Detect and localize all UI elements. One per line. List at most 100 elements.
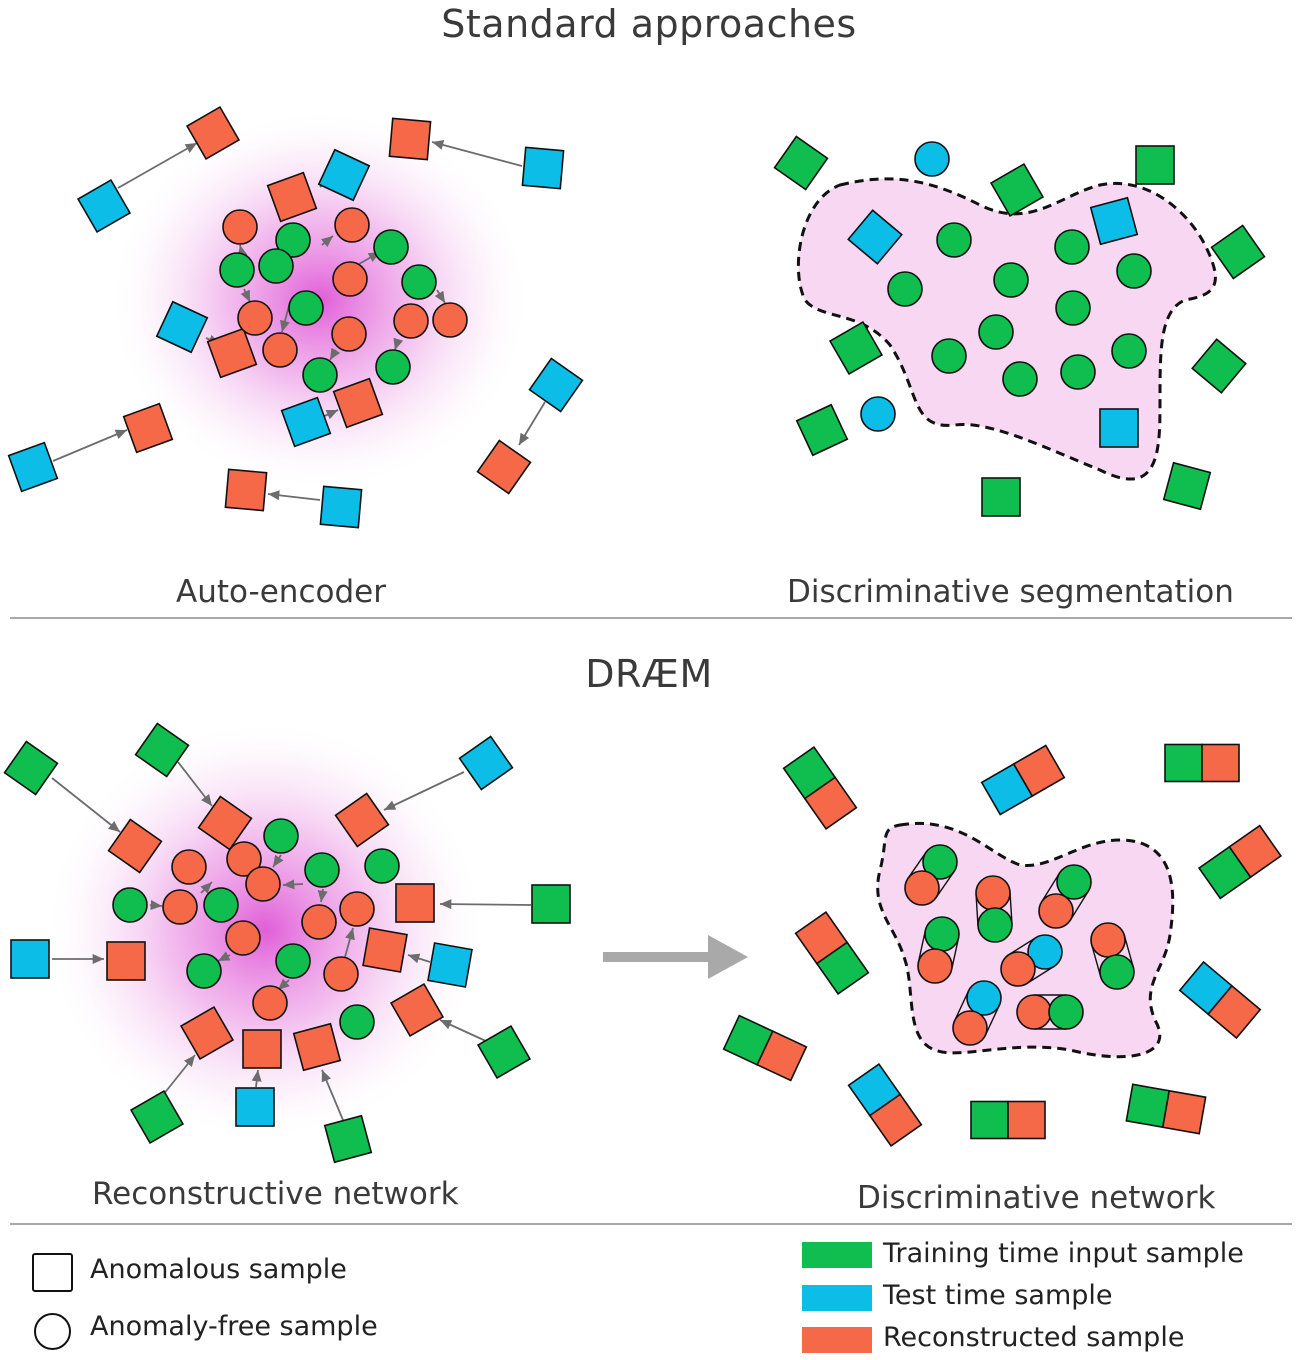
- legend-anomalous-label: Anomalous sample: [90, 1254, 347, 1285]
- training-circle: [1002, 361, 1038, 397]
- pair-link: [1090, 944, 1102, 977]
- reconstructed-circle: [1016, 994, 1052, 1030]
- pair-link: [917, 930, 927, 963]
- training-circle: [1056, 864, 1092, 900]
- training-circle: [1055, 290, 1091, 326]
- test-circle: [860, 396, 896, 432]
- training-circle: [936, 222, 972, 258]
- reconstructive-network-label: Reconstructive network: [92, 1176, 459, 1212]
- reconstructed-square: [106, 941, 146, 981]
- reconstructed-half: [803, 776, 858, 831]
- reconstructed-circle: [331, 316, 367, 352]
- training-circle: [263, 818, 299, 854]
- section-divider-top: [10, 617, 1292, 619]
- legend-square-icon: [32, 1253, 73, 1292]
- training-circle: [288, 290, 324, 326]
- training-square: [795, 403, 849, 457]
- mapping-arrow: [344, 927, 355, 958]
- reconstructive-latent-glow: [45, 720, 485, 1140]
- mapping-arrow: [282, 879, 304, 890]
- mapping-arrow: [407, 953, 431, 964]
- mapping-arrow: [321, 235, 334, 248]
- mapping-arrow: [177, 761, 213, 807]
- sample-shapes: [3, 105, 1283, 1164]
- reconstructed-circle: [252, 985, 288, 1021]
- legend-reconstructed-swatch: [802, 1327, 872, 1353]
- training-half: [1164, 743, 1203, 783]
- reconstructed-circle: [245, 866, 281, 902]
- training-circle: [1060, 354, 1096, 390]
- training-circle: [186, 953, 222, 989]
- sample-pair-training: [1197, 824, 1283, 900]
- test-square: [76, 178, 132, 234]
- test-square: [7, 441, 59, 493]
- reconstructed-square: [292, 1022, 342, 1072]
- mapping-arrow: [383, 771, 465, 811]
- training-circle: [931, 338, 967, 374]
- training-circle: [373, 229, 409, 265]
- mapping-arrow: [217, 951, 231, 962]
- draem-title: DRÆM: [585, 652, 713, 696]
- sample-pair-test: [1178, 960, 1262, 1040]
- reconstructed-circle: [975, 875, 1011, 911]
- sample-pair-test: [847, 1062, 923, 1148]
- pair-link: [975, 894, 979, 927]
- mapping-arrow: [200, 881, 213, 894]
- sample-pair-reconstructed: [794, 910, 870, 996]
- reconstructed-half: [1012, 744, 1066, 798]
- legend-training-label: Training time input sample: [883, 1238, 1244, 1269]
- reconstructed-square: [107, 818, 163, 874]
- reconstructed-circle: [237, 300, 273, 336]
- test-square: [235, 1087, 275, 1127]
- training-circle: [258, 248, 294, 284]
- training-circle: [1048, 994, 1084, 1030]
- reconstructed-half: [1228, 824, 1283, 879]
- legend-training-swatch: [802, 1242, 872, 1268]
- reconstructed-square: [197, 795, 253, 851]
- training-circle: [275, 943, 311, 979]
- sample-pair-training: [722, 1014, 808, 1082]
- mapping-arrow: [317, 888, 328, 903]
- training-circle: [993, 262, 1029, 298]
- training-square: [1135, 145, 1175, 185]
- reconstructed-square: [179, 1005, 235, 1061]
- legend-test-label: Test time sample: [883, 1280, 1113, 1311]
- training-square: [129, 1089, 185, 1145]
- reconstructed-half: [868, 1093, 923, 1148]
- test-square: [155, 300, 209, 354]
- mapping-arrow: [267, 490, 321, 501]
- training-half: [970, 1100, 1009, 1140]
- test-square: [10, 939, 50, 979]
- mapping-arrow: [272, 854, 284, 868]
- training-square: [981, 477, 1021, 517]
- training-circle: [922, 844, 958, 880]
- reconstructed-circle: [332, 261, 368, 297]
- section-divider-bottom: [10, 1223, 1292, 1225]
- reconstructed-circle: [1090, 922, 1126, 958]
- pair-link: [984, 1004, 1001, 1036]
- test-square: [427, 942, 473, 988]
- training-circle: [978, 314, 1014, 350]
- reconstructed-half: [756, 1030, 808, 1082]
- training-square: [476, 1024, 532, 1080]
- sample-pair-test: [980, 744, 1066, 816]
- mapping-arrow: [439, 899, 532, 910]
- reconstructed-circle: [323, 956, 359, 992]
- reconstructed-square: [476, 439, 532, 495]
- test-square: [528, 357, 584, 413]
- sample-pair-training: [970, 1100, 1046, 1140]
- training-circle: [401, 264, 437, 300]
- training-circle: [304, 852, 340, 888]
- training-circle: [364, 848, 400, 884]
- pair-link: [1123, 935, 1135, 968]
- test-square: [319, 485, 363, 529]
- mapping-arrow: [240, 288, 251, 303]
- training-circle: [977, 907, 1013, 943]
- training-square: [828, 320, 884, 376]
- training-square: [1191, 338, 1247, 394]
- pair-link: [1026, 965, 1055, 984]
- legend-anomaly-free-label: Anomaly-free sample: [90, 1311, 378, 1342]
- reconstructed-square: [395, 883, 435, 923]
- reconstructed-circle: [1038, 893, 1074, 929]
